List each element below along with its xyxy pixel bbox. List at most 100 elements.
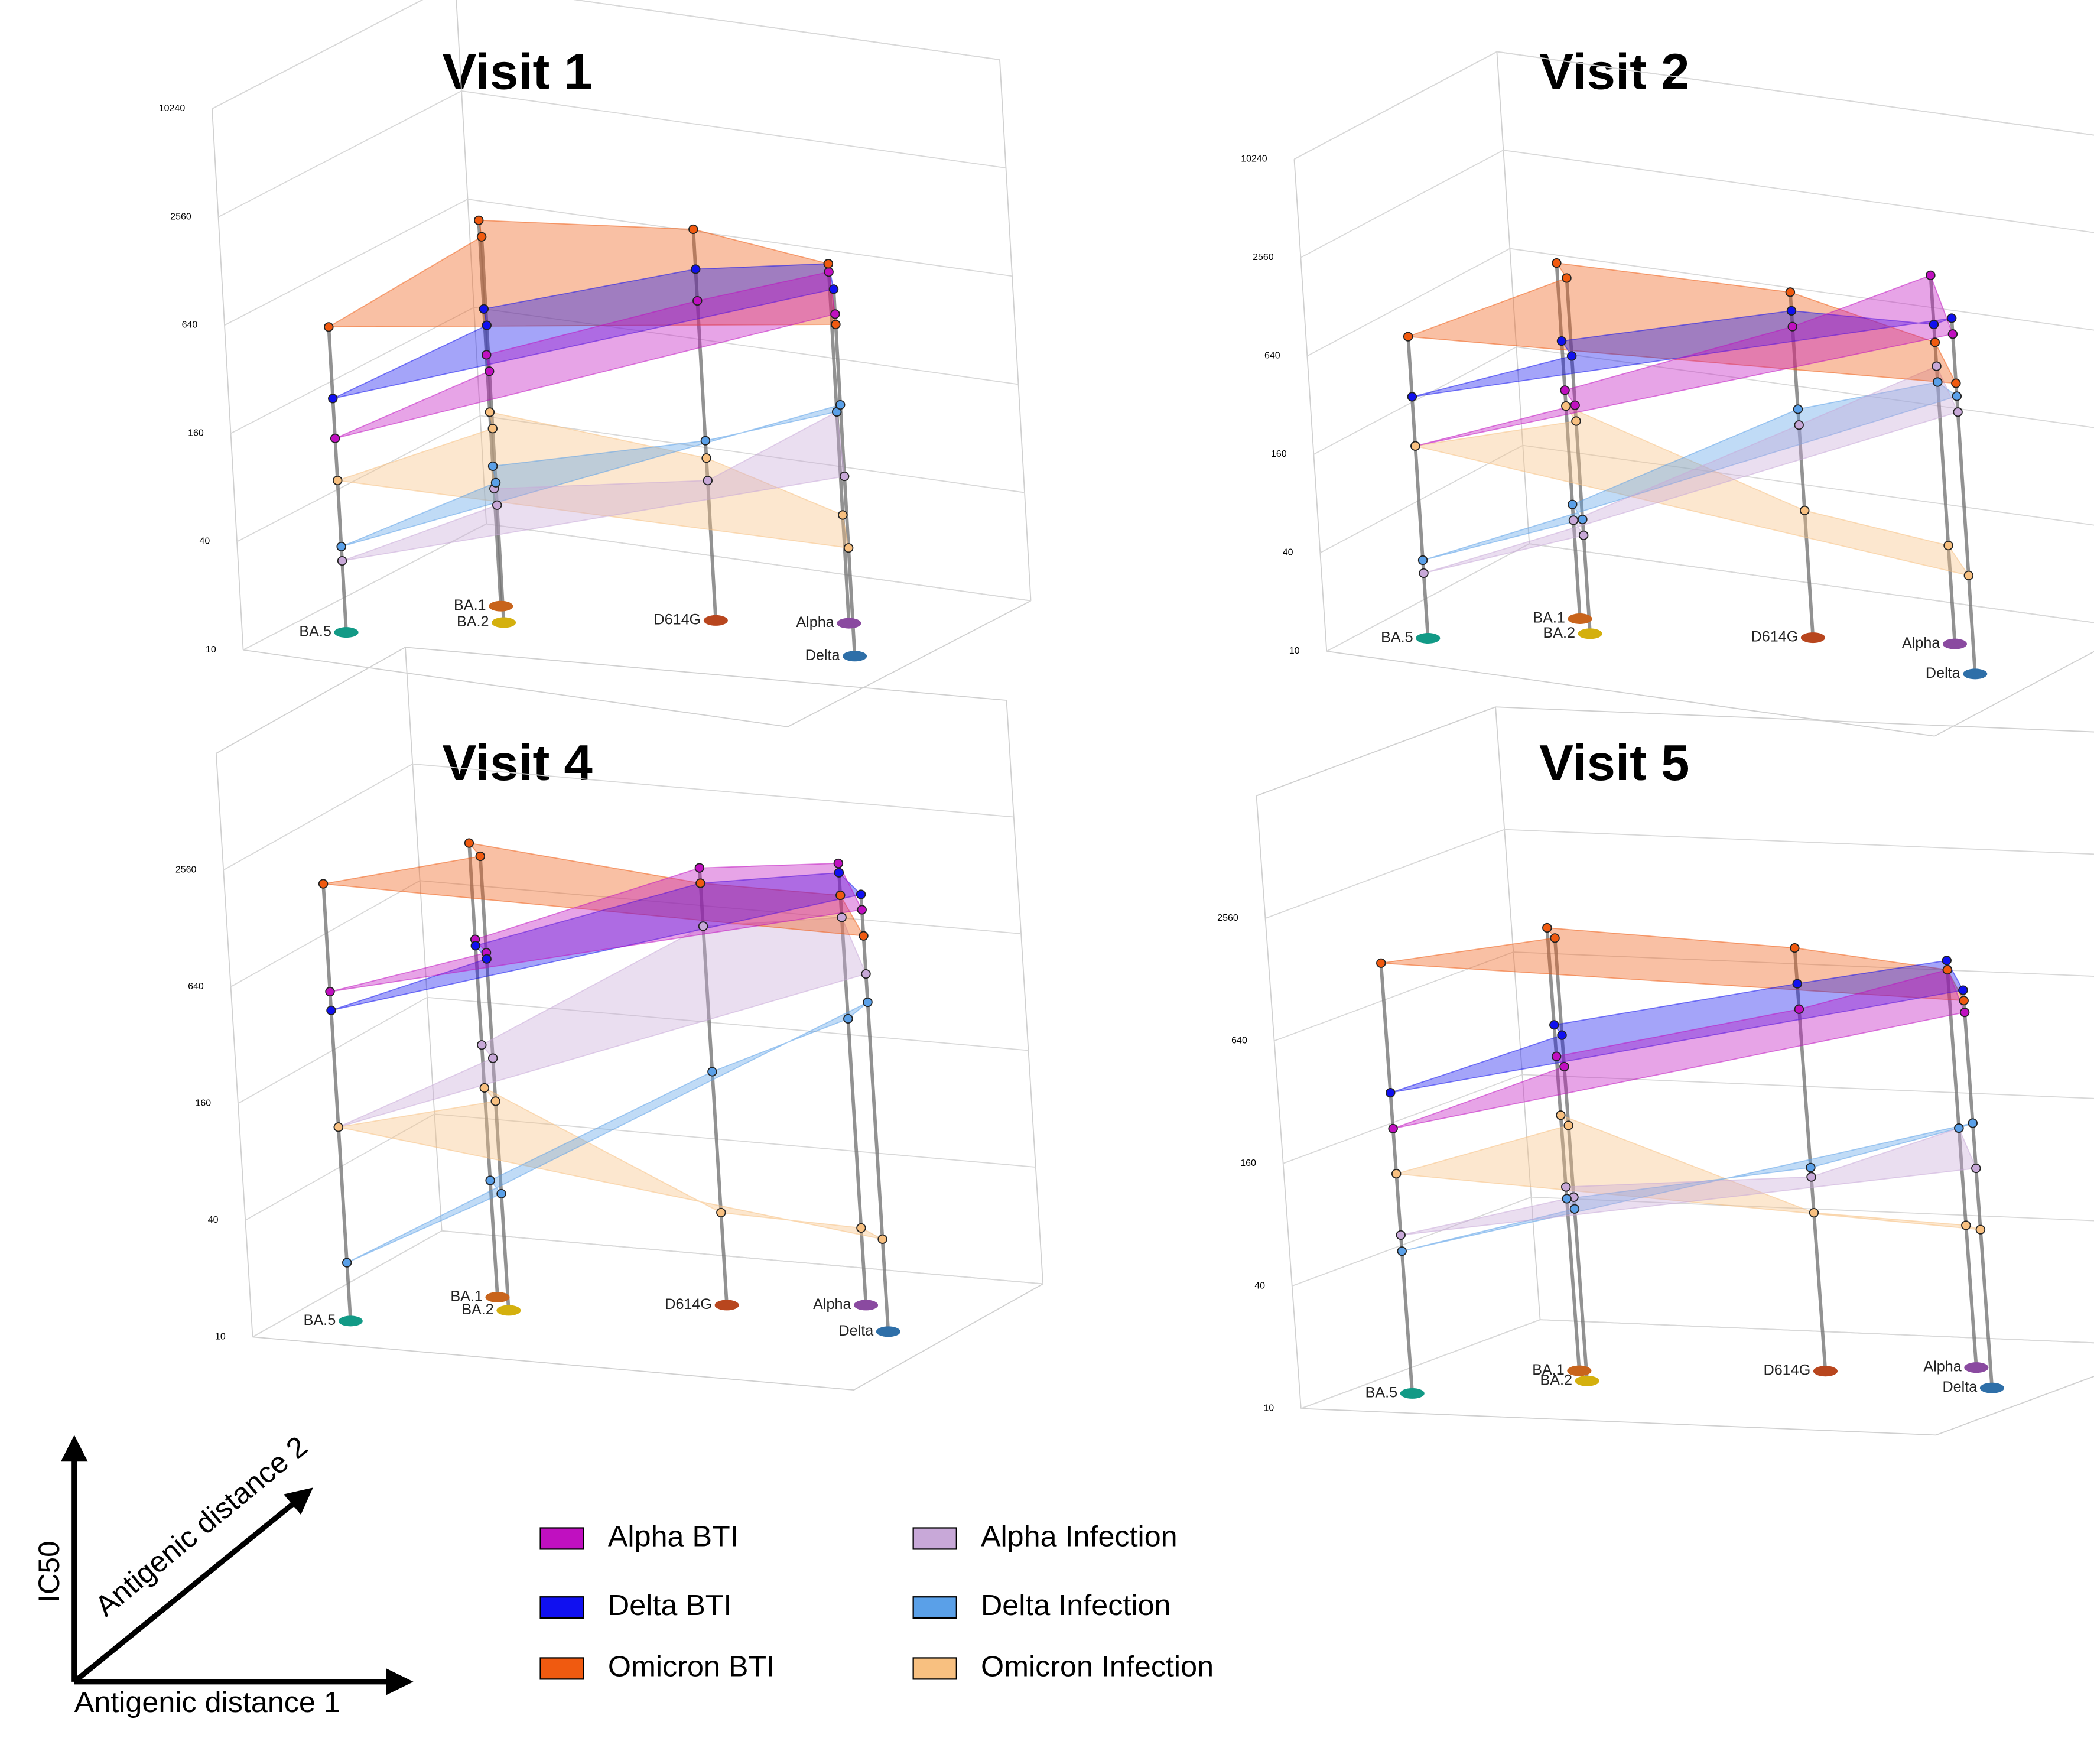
- variant-base: [876, 1326, 900, 1337]
- data-point: [1407, 392, 1417, 402]
- data-point: [1971, 1163, 1981, 1174]
- variant-label: BA.2: [1540, 1372, 1572, 1389]
- grid-line: [1326, 543, 2094, 652]
- box-edge: [1936, 1376, 2094, 1436]
- box-edge: [405, 647, 443, 1231]
- box-edge: [787, 600, 1031, 727]
- panel: Visit 2 10 40 160 640 2560 10240 BA.5 BA.2BA.1 D6…: [1241, 44, 2094, 737]
- data-point: [834, 868, 844, 878]
- data-point: [1568, 499, 1578, 509]
- z-tick-label: 2560: [175, 865, 197, 875]
- data-point: [1793, 404, 1803, 414]
- variant-base: [1400, 1388, 1425, 1399]
- data-point: [1953, 407, 1963, 417]
- variant-label: BA.5: [299, 623, 331, 640]
- z-tick-label: 40: [200, 537, 210, 547]
- panel: Visit 5 10 40 160 640 2560 BA.5 BA.2BA.1 D614G Al…: [1217, 706, 2094, 1436]
- z-tick-label: 40: [1254, 1281, 1265, 1291]
- box-edge: [1495, 707, 1541, 1320]
- panel: Visit 1 10 40 160 640 2560 10240 BA.5 BA.2BA.1 D6…: [159, 0, 1032, 727]
- data-point: [1578, 514, 1588, 525]
- variant-base: [338, 1315, 363, 1327]
- data-point: [1946, 313, 1957, 323]
- data-point: [482, 954, 492, 964]
- box-edge: [216, 647, 406, 754]
- variant-label: BA.1: [1533, 610, 1565, 626]
- data-point: [476, 232, 487, 242]
- z-tick-label: 10: [206, 645, 216, 655]
- box-edge: [212, 0, 424, 109]
- box-edge: [1495, 706, 2094, 733]
- z-tick-label: 10: [215, 1332, 226, 1342]
- data-point: [861, 969, 871, 979]
- data-point: [856, 1223, 866, 1233]
- z-tick-label: 640: [188, 982, 204, 992]
- data-point: [325, 986, 335, 997]
- variant-label: BA.1: [454, 597, 486, 613]
- data-point: [1391, 1169, 1402, 1179]
- data-point: [833, 858, 844, 868]
- data-point: [1951, 378, 1961, 388]
- data-point: [1566, 351, 1577, 361]
- variant-base: [1575, 1375, 1599, 1386]
- data-point: [1542, 922, 1552, 933]
- z-tick-label: 2560: [170, 212, 191, 222]
- variant-base: [1813, 1366, 1838, 1377]
- variant-label: BA.5: [1365, 1385, 1397, 1401]
- variant-label: Delta: [1943, 1379, 1978, 1395]
- data-point: [1562, 273, 1572, 283]
- data-point: [1963, 570, 1974, 580]
- data-point: [839, 472, 850, 482]
- data-point: [1785, 287, 1796, 297]
- data-point: [1550, 933, 1560, 943]
- data-point: [333, 1122, 344, 1132]
- data-point: [324, 322, 334, 332]
- panel-title: Visit 5: [1539, 735, 1689, 791]
- variant-base: [1567, 1365, 1592, 1376]
- grid-line: [238, 996, 1029, 1104]
- variant-label: D614G: [1764, 1362, 1811, 1379]
- data-point: [1806, 1162, 1816, 1172]
- data-point: [490, 477, 501, 488]
- data-point: [1560, 385, 1570, 395]
- box-edge: [405, 647, 1007, 701]
- data-point: [824, 267, 834, 277]
- data-point: [1959, 1008, 1970, 1018]
- stem: [1929, 275, 1957, 644]
- data-point: [1930, 337, 1940, 347]
- data-point: [1933, 377, 1943, 387]
- data-point: [707, 1067, 717, 1077]
- variant-label: Alpha: [1923, 1359, 1961, 1375]
- data-point: [716, 1207, 726, 1218]
- data-point: [1562, 1194, 1572, 1204]
- z-tick-label: 10: [1263, 1404, 1274, 1414]
- variant-label: Alpha: [813, 1296, 851, 1313]
- data-point: [837, 912, 847, 922]
- data-point: [1560, 1182, 1571, 1192]
- data-point: [863, 997, 873, 1008]
- data-point: [700, 436, 711, 446]
- box-edge: [853, 1283, 1043, 1391]
- legend-label: Omicron Infection: [981, 1650, 1214, 1682]
- grid-line: [1265, 829, 2094, 919]
- variant-base: [1800, 632, 1825, 644]
- grid-line: [1293, 51, 2094, 160]
- data-point: [698, 921, 708, 931]
- data-point: [1556, 1110, 1566, 1120]
- data-point: [1800, 505, 1810, 515]
- data-point: [482, 350, 492, 360]
- z-tick-label: 2560: [1217, 913, 1238, 923]
- data-point: [1419, 568, 1429, 578]
- data-point: [1792, 979, 1802, 989]
- data-point: [1959, 996, 1969, 1006]
- panel-title: Visit 4: [443, 735, 593, 791]
- variant-label: BA.5: [1381, 629, 1413, 646]
- key-arrow: [72, 1487, 313, 1684]
- stem: [321, 883, 353, 1321]
- data-point: [1569, 1204, 1580, 1214]
- data-point: [1568, 515, 1579, 525]
- data-point: [828, 284, 839, 294]
- box-edge: [999, 59, 1032, 601]
- stem: [698, 868, 729, 1305]
